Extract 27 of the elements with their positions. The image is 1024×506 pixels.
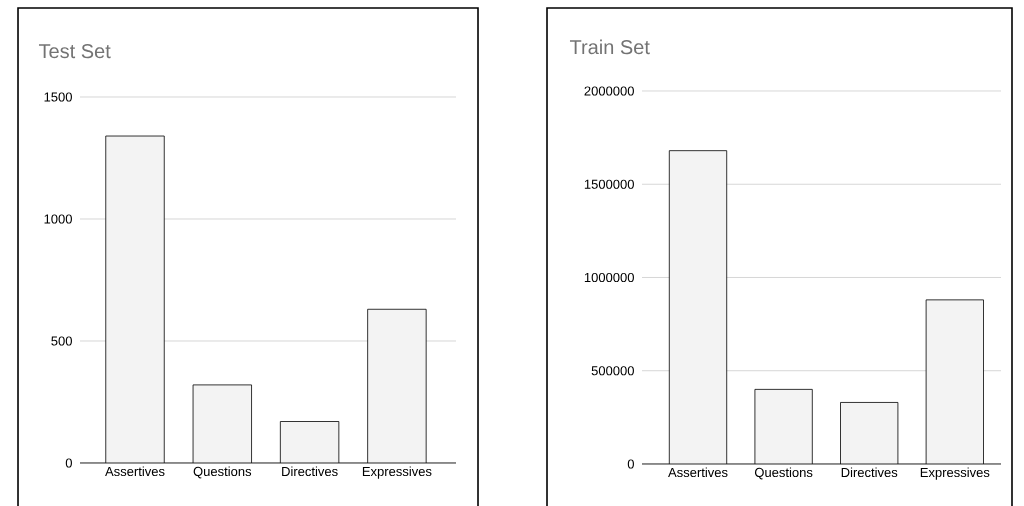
x-tick-label: Directives [841,467,898,478]
chart-title: Test Set [38,44,111,59]
bar [105,136,165,463]
bar [193,384,252,463]
y-tick-label: 2000000 [584,86,634,96]
y-tick-label: 1500000 [584,179,634,189]
bar [925,299,984,464]
bar [669,150,727,464]
y-tick-label: 1000 [44,214,72,224]
bar [840,402,898,464]
x-tick-label: Directives [282,466,338,477]
y-tick-label: 1000000 [584,272,634,283]
x-tick-label: Questions [193,466,252,479]
y-tick-label: 0 [65,458,72,468]
y-tick-label: 1500 [44,92,72,102]
bar [367,308,427,463]
bar [280,421,339,463]
y-tick-label: 500 [51,336,72,346]
y-tick-label: 500000 [591,366,634,376]
chart-title: Train Set [569,39,650,55]
x-tick-label: Expressives [920,467,990,480]
bar [754,389,813,464]
x-tick-label: Expressives [362,466,432,479]
x-tick-label: Assertives [105,466,165,477]
x-tick-label: Assertives [668,467,728,478]
y-tick-label: 0 [627,459,634,469]
x-tick-label: Questions [754,467,813,480]
